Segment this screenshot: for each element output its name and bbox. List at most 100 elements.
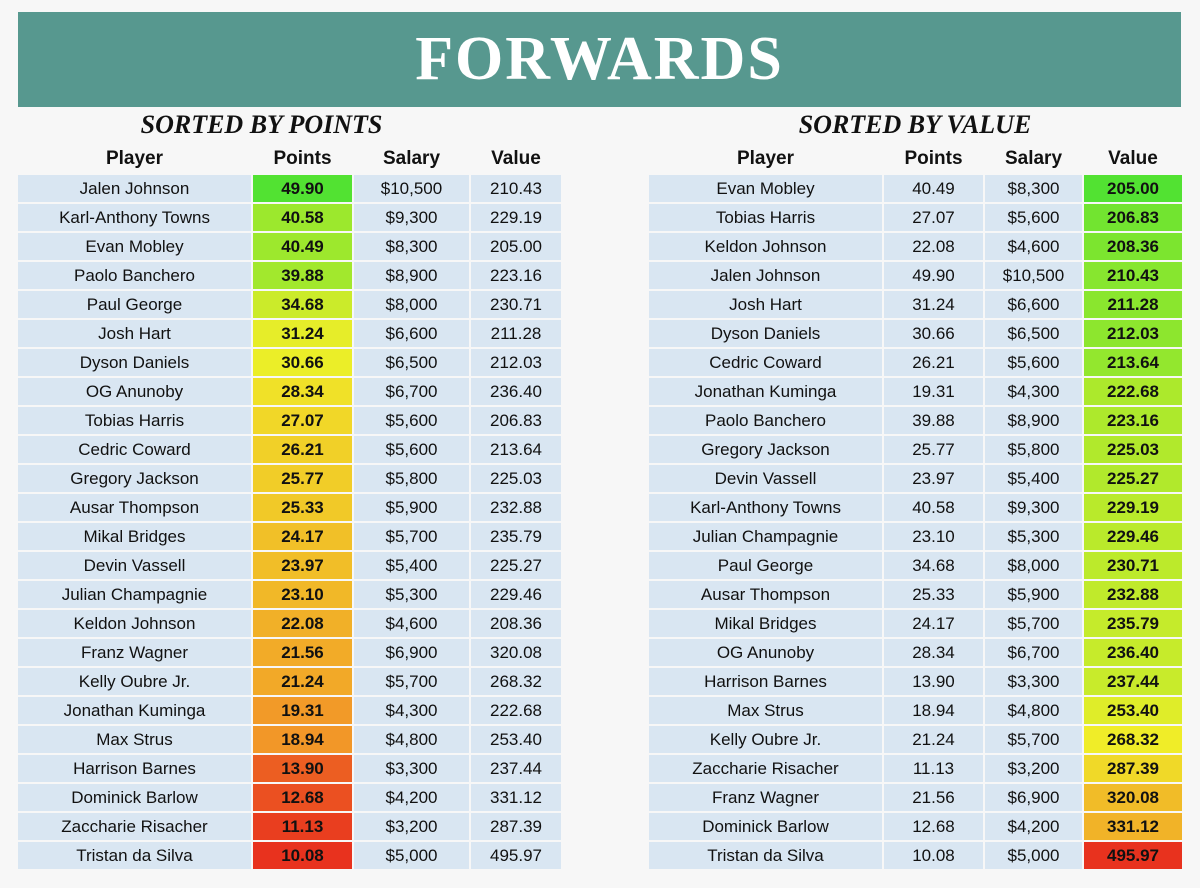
cell-points: 28.34: [253, 378, 352, 405]
table-row: Dyson Daniels 30.66 $6,500 212.03: [18, 349, 561, 376]
cell-points: 49.90: [253, 175, 352, 202]
cell-points: 31.24: [253, 320, 352, 347]
cell-points: 23.10: [884, 523, 983, 550]
table-header: Player Points Salary Value: [649, 145, 1182, 173]
table-header: Player Points Salary Value: [18, 145, 561, 173]
cell-value: 223.16: [1084, 407, 1182, 434]
cell-value: 229.19: [1084, 494, 1182, 521]
cell-salary: $6,600: [985, 291, 1082, 318]
table-row: Jalen Johnson 49.90 $10,500 210.43: [18, 175, 561, 202]
cell-player: Jalen Johnson: [649, 262, 882, 289]
cell-player: Jonathan Kuminga: [649, 378, 882, 405]
cell-player: Julian Champagnie: [649, 523, 882, 550]
cell-salary: $6,900: [354, 639, 469, 666]
table-row: Mikal Bridges 24.17 $5,700 235.79: [649, 610, 1182, 637]
cell-salary: $3,300: [985, 668, 1082, 695]
cell-points: 22.08: [884, 233, 983, 260]
cell-player: Cedric Coward: [649, 349, 882, 376]
cell-player: Ausar Thompson: [649, 581, 882, 608]
cell-player: Harrison Barnes: [649, 668, 882, 695]
cell-points: 19.31: [884, 378, 983, 405]
cell-player: Cedric Coward: [18, 436, 251, 463]
cell-salary: $6,600: [354, 320, 469, 347]
table-row: Kelly Oubre Jr. 21.24 $5,700 268.32: [649, 726, 1182, 753]
cell-points: 34.68: [253, 291, 352, 318]
cell-salary: $5,900: [354, 494, 469, 521]
table-row: Franz Wagner 21.56 $6,900 320.08: [649, 784, 1182, 811]
cell-salary: $8,300: [985, 175, 1082, 202]
table-row: Josh Hart 31.24 $6,600 211.28: [18, 320, 561, 347]
cell-value: 208.36: [471, 610, 561, 637]
cell-player: Devin Vassell: [18, 552, 251, 579]
cell-points: 27.07: [884, 204, 983, 231]
table-row: Franz Wagner 21.56 $6,900 320.08: [18, 639, 561, 666]
cell-points: 25.33: [884, 581, 983, 608]
cell-points: 27.07: [253, 407, 352, 434]
cell-value: 222.68: [1084, 378, 1182, 405]
cell-value: 253.40: [471, 726, 561, 753]
left-table-subtitle: SORTED BY POINTS: [140, 110, 383, 139]
cell-points: 13.90: [884, 668, 983, 695]
cell-value: 229.46: [1084, 523, 1182, 550]
table-row: Julian Champagnie 23.10 $5,300 229.46: [18, 581, 561, 608]
cell-player: Josh Hart: [18, 320, 251, 347]
cell-salary: $5,600: [985, 349, 1082, 376]
table-row: Dominick Barlow 12.68 $4,200 331.12: [649, 813, 1182, 840]
table-row: Jalen Johnson 49.90 $10,500 210.43: [649, 262, 1182, 289]
cell-player: Zaccharie Risacher: [649, 755, 882, 782]
cell-points: 21.56: [884, 784, 983, 811]
cell-salary: $4,300: [354, 697, 469, 724]
cell-points: 25.33: [253, 494, 352, 521]
cell-salary: $10,500: [985, 262, 1082, 289]
table-row: Devin Vassell 23.97 $5,400 225.27: [649, 465, 1182, 492]
cell-salary: $6,700: [985, 639, 1082, 666]
cell-points: 30.66: [253, 349, 352, 376]
cell-points: 40.49: [884, 175, 983, 202]
cell-salary: $3,300: [354, 755, 469, 782]
cell-salary: $6,500: [985, 320, 1082, 347]
cell-value: 237.44: [471, 755, 561, 782]
cell-salary: $8,000: [354, 291, 469, 318]
cell-value: 235.79: [471, 523, 561, 550]
cell-salary: $5,800: [354, 465, 469, 492]
table-row: Tobias Harris 27.07 $5,600 206.83: [649, 204, 1182, 231]
cell-value: 225.03: [1084, 436, 1182, 463]
cell-points: 39.88: [884, 407, 983, 434]
cell-player: Josh Hart: [649, 291, 882, 318]
cell-points: 18.94: [884, 697, 983, 724]
cell-salary: $5,600: [985, 204, 1082, 231]
table-row: OG Anunoby 28.34 $6,700 236.40: [649, 639, 1182, 666]
cell-value: 287.39: [1084, 755, 1182, 782]
header-player: Player: [105, 148, 164, 169]
cell-points: 11.13: [884, 755, 983, 782]
cell-salary: $8,900: [985, 407, 1082, 434]
cell-points: 10.08: [253, 842, 352, 869]
cell-value: 205.00: [1084, 175, 1182, 202]
cell-value: 287.39: [471, 813, 561, 840]
cell-salary: $4,800: [354, 726, 469, 753]
cell-value: 232.88: [471, 494, 561, 521]
cell-points: 40.58: [884, 494, 983, 521]
table-row: Julian Champagnie 23.10 $5,300 229.46: [649, 523, 1182, 550]
cell-player: Gregory Jackson: [18, 465, 251, 492]
cell-value: 211.28: [1084, 291, 1182, 318]
cell-salary: $6,700: [354, 378, 469, 405]
cell-salary: $4,200: [985, 813, 1082, 840]
cell-value: 495.97: [1084, 842, 1182, 869]
table-row: Gregory Jackson 25.77 $5,800 225.03: [18, 465, 561, 492]
table-row: Devin Vassell 23.97 $5,400 225.27: [18, 552, 561, 579]
cell-points: 13.90: [253, 755, 352, 782]
right-table-subtitle: SORTED BY VALUE: [798, 110, 1032, 139]
cell-salary: $5,600: [354, 407, 469, 434]
cell-value: 210.43: [1084, 262, 1182, 289]
header-value: Value: [491, 148, 541, 169]
table-row: Karl-Anthony Towns 40.58 $9,300 229.19: [649, 494, 1182, 521]
cell-player: Paolo Banchero: [18, 262, 251, 289]
cell-value: 208.36: [1084, 233, 1182, 260]
cell-salary: $4,600: [985, 233, 1082, 260]
header-points: Points: [273, 148, 332, 169]
cell-salary: $5,000: [354, 842, 469, 869]
cell-points: 23.97: [884, 465, 983, 492]
cell-player: Keldon Johnson: [649, 233, 882, 260]
cell-value: 268.32: [1084, 726, 1182, 753]
